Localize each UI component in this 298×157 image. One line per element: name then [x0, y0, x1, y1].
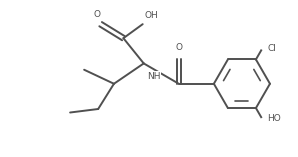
Text: Cl: Cl [268, 44, 276, 53]
Text: OH: OH [145, 11, 158, 20]
Text: HO: HO [268, 114, 281, 123]
Text: O: O [94, 10, 101, 19]
Text: NH: NH [147, 72, 160, 81]
Text: O: O [175, 43, 182, 52]
